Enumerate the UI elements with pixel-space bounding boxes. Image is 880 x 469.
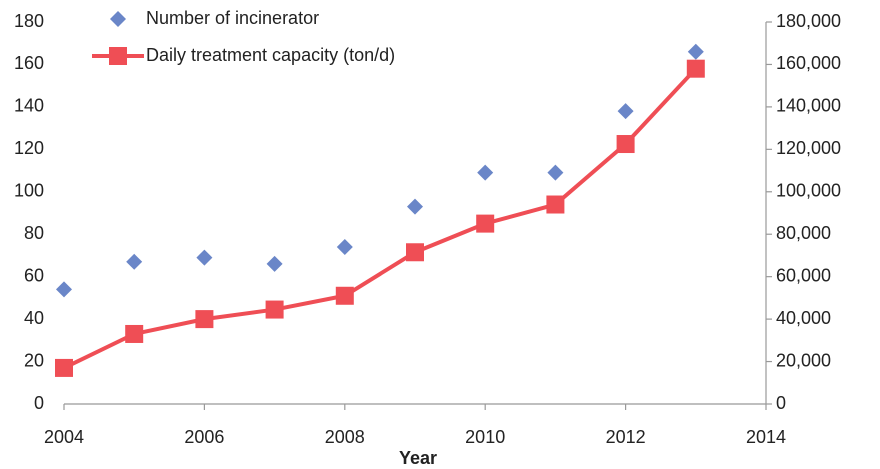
y-tick-label: 20: [24, 350, 44, 370]
diamond-marker: [336, 238, 353, 255]
square-marker: [265, 300, 284, 319]
y2-tick-label: 160,000: [776, 53, 841, 73]
diamond-marker: [617, 103, 634, 120]
y-tick-label: 80: [24, 223, 44, 243]
line: [63, 67, 698, 370]
square-marker: [195, 310, 214, 329]
diamond-marker: [477, 164, 494, 181]
legend-label: Daily treatment capacity (ton/d): [146, 45, 395, 65]
y2-tick-label: 100,000: [776, 181, 841, 201]
diamond-marker: [407, 198, 423, 215]
diamond-marker: [196, 249, 213, 266]
y2-tick-label: 120,000: [776, 138, 841, 158]
legend-marker: [109, 47, 127, 65]
x-tick-label: 2014: [746, 427, 786, 447]
square-marker: [616, 135, 635, 154]
x-tick-label: 2010: [465, 427, 505, 447]
square-marker: [686, 59, 705, 78]
square-marker: [546, 195, 565, 214]
x-tick-label: 2004: [44, 427, 84, 447]
y-tick-label: 0: [34, 393, 44, 413]
y-tick-label: 60: [24, 265, 44, 285]
y2-tick-label: 80,000: [776, 223, 831, 243]
diamond-marker: [126, 253, 143, 270]
y2-tick-label: 0: [776, 393, 786, 413]
y-tick-label: 40: [24, 308, 44, 328]
diamond-marker: [266, 255, 283, 272]
square-marker: [406, 243, 424, 262]
y2-tick-label: 60,000: [776, 265, 831, 285]
y2-tick-label: 20,000: [776, 350, 831, 370]
legend-marker: [110, 11, 126, 27]
square-marker: [55, 358, 73, 377]
y2-tick-label: 40,000: [776, 308, 831, 328]
diamond-marker: [547, 164, 564, 181]
x-axis-title: Year: [399, 448, 437, 468]
x-tick-label: 2008: [325, 427, 365, 447]
legend-label: Number of incinerator: [146, 8, 319, 28]
diamond-marker: [56, 281, 72, 298]
diamond-marker: [687, 43, 704, 60]
x-tick-label: 2006: [184, 427, 224, 447]
y-tick-label: 140: [14, 96, 44, 116]
square-marker: [476, 214, 495, 233]
square-marker: [335, 286, 354, 305]
y-tick-label: 160: [14, 53, 44, 73]
x-tick-label: 2012: [606, 427, 646, 447]
y-tick-label: 180: [14, 11, 44, 31]
y-tick-label: 120: [14, 138, 44, 158]
y2-tick-label: 140,000: [776, 96, 841, 116]
y-tick-label: 100: [14, 181, 44, 201]
square-marker: [125, 324, 144, 343]
y2-tick-label: 180,000: [776, 11, 841, 31]
